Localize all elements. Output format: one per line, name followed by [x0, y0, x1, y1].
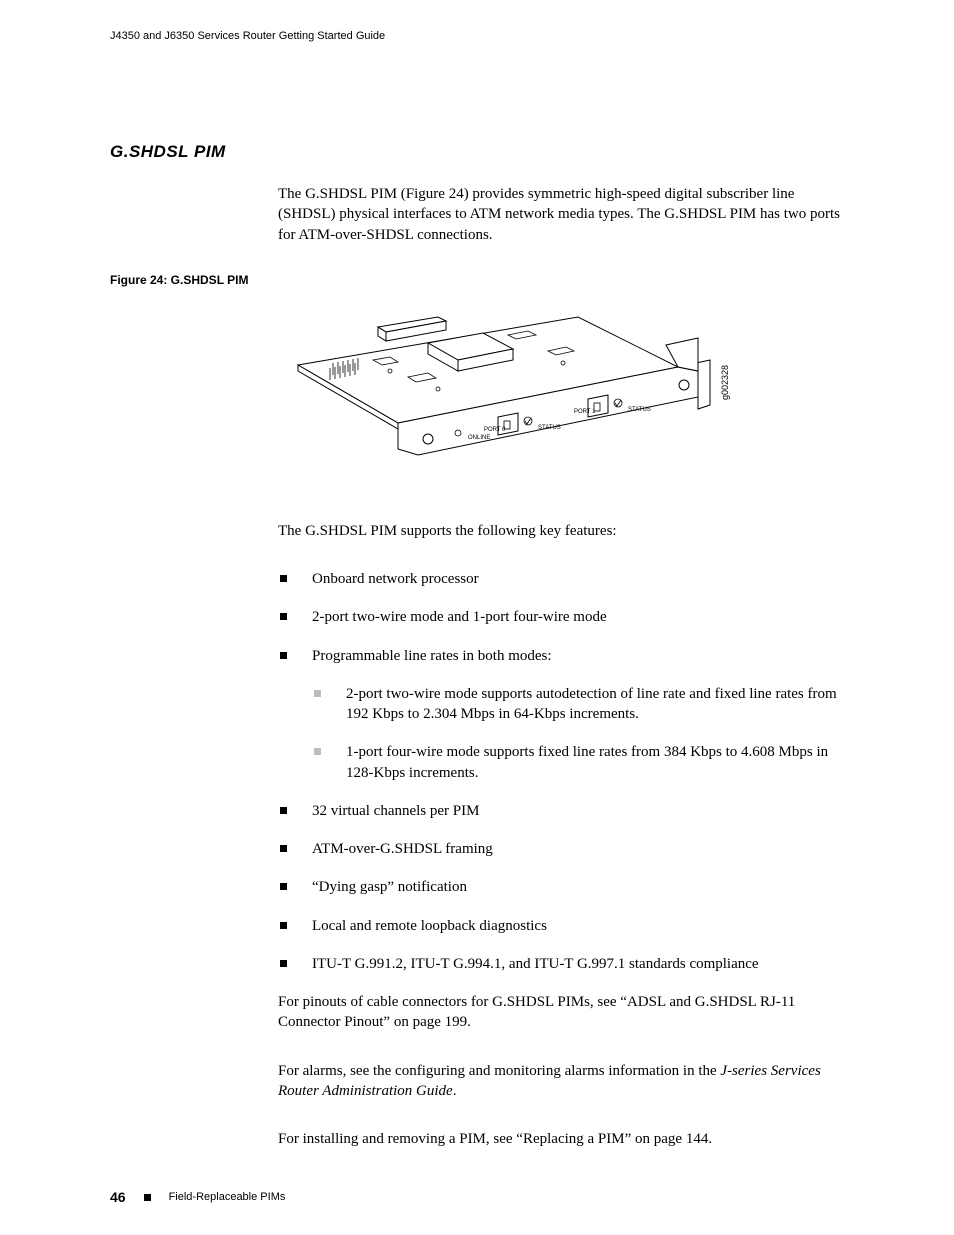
figure-id-label: g002328	[720, 365, 730, 400]
list-item-text: Onboard network processor	[312, 571, 479, 587]
footer-section-name: Field-Replaceable PIMs	[169, 1191, 286, 1203]
list-item-text: ATM-over-G.SHDSL framing	[312, 841, 493, 857]
list-item: Onboard network processor	[278, 569, 844, 589]
page: J4350 and J6350 Services Router Getting …	[0, 0, 954, 1235]
list-item: ITU-T G.991.2, ITU-T G.994.1, and ITU-T …	[278, 954, 844, 974]
figure-illustration: ONLINE PORT 0 STATUS PORT 1 STATUS g0023…	[278, 305, 844, 485]
label-status0: STATUS	[538, 425, 561, 431]
list-item-text: ITU-T G.991.2, ITU-T G.994.1, and ITU-T …	[312, 956, 759, 972]
page-footer: 46 Field-Replaceable PIMs	[110, 1189, 285, 1205]
intro-paragraph: The G.SHDSL PIM (Figure 24) provides sym…	[278, 184, 844, 245]
list-item: 2-port two-wire mode and 1-port four-wir…	[278, 607, 844, 627]
list-item-text: Programmable line rates in both modes:	[312, 648, 552, 664]
sub-list-item: 2-port two-wire mode supports autodetect…	[312, 684, 844, 725]
label-online: ONLINE	[468, 435, 490, 441]
page-number: 46	[110, 1189, 126, 1205]
list-item-text: “Dying gasp” notification	[312, 879, 467, 895]
after-paragraph-2: For alarms, see the configuring and moni…	[278, 1061, 844, 1102]
list-item-text: Local and remote loopback diagnostics	[312, 918, 547, 934]
figure-caption: Figure 24: G.SHDSL PIM	[110, 273, 844, 287]
footer-square-icon	[144, 1194, 151, 1201]
running-header: J4350 and J6350 Services Router Getting …	[110, 30, 844, 42]
list-item-text: 2-port two-wire mode and 1-port four-wir…	[312, 609, 607, 625]
list-item: 32 virtual channels per PIM	[278, 801, 844, 821]
list-item: “Dying gasp” notification	[278, 877, 844, 897]
label-port1: PORT 1	[574, 409, 596, 415]
features-intro: The G.SHDSL PIM supports the following k…	[278, 521, 844, 541]
label-status1: STATUS	[628, 407, 651, 413]
list-item: Programmable line rates in both modes: 2…	[278, 646, 844, 783]
sub-list: 2-port two-wire mode supports autodetect…	[312, 684, 844, 783]
list-item: ATM-over-G.SHDSL framing	[278, 839, 844, 859]
pim-svg: ONLINE PORT 0 STATUS PORT 1 STATUS g0023…	[278, 305, 748, 485]
section-title: G.SHDSL PIM	[110, 142, 844, 162]
para2-post: .	[453, 1083, 457, 1099]
after-paragraph-1: For pinouts of cable connectors for G.SH…	[278, 992, 844, 1033]
sub-list-item: 1-port four-wire mode supports fixed lin…	[312, 742, 844, 783]
list-item: Local and remote loopback diagnostics	[278, 916, 844, 936]
after-paragraph-3: For installing and removing a PIM, see “…	[278, 1129, 844, 1149]
list-item-text: 32 virtual channels per PIM	[312, 803, 479, 819]
features-list: Onboard network processor 2-port two-wir…	[278, 569, 844, 974]
label-port0: PORT 0	[484, 427, 506, 433]
para2-pre: For alarms, see the configuring and moni…	[278, 1063, 720, 1079]
